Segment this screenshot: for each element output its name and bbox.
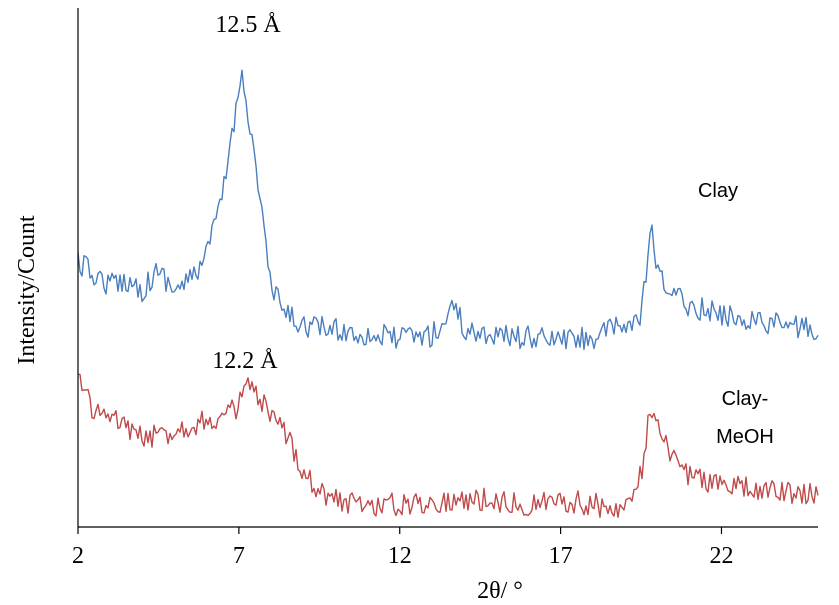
series-labels: Clay Clay- MeOH [698,180,774,448]
x-ticks: 2 7 12 17 22 [72,527,733,569]
peak-annotation: 12.5 Å [215,12,281,38]
series-label: Clay- [722,388,769,410]
x-tick-label: 22 [709,543,733,569]
series-label: MeOH [716,426,774,448]
y-axis-label: Intensity/Count [14,215,40,365]
series-line-clay-meoh [77,373,819,518]
x-axis-label: 2θ/ ° [477,578,523,604]
peak-annotation: 12.2 Å [212,348,278,374]
series-line-clay [77,69,819,351]
x-tick-label: 7 [233,543,245,569]
series-label: Clay [698,180,738,202]
x-tick-label: 17 [549,543,573,569]
plot-area [77,69,819,518]
annotations: 12.5 Å 12.2 Å [212,12,281,374]
x-tick-label: 2 [72,543,84,569]
x-tick-label: 12 [388,543,412,569]
